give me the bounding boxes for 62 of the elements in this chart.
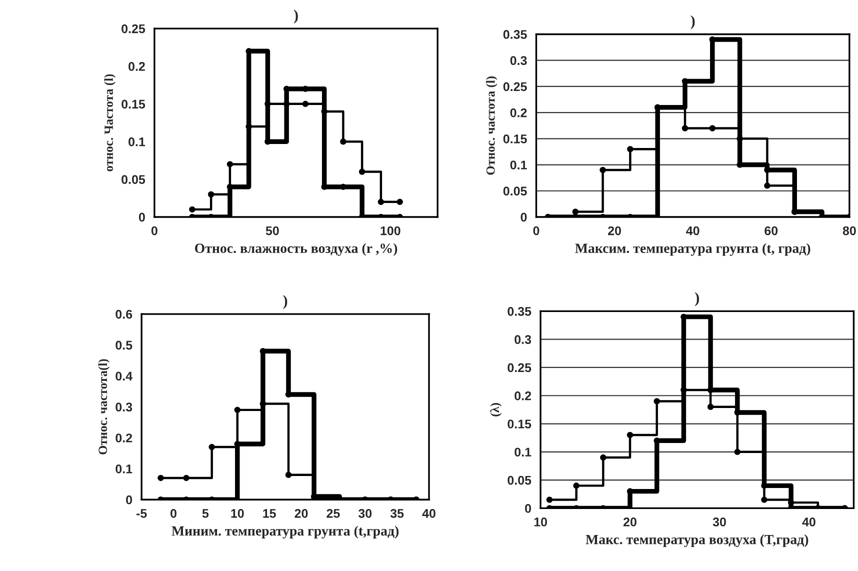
chart-title: ) — [294, 10, 298, 24]
x-tick-label: 60 — [764, 226, 778, 236]
x-tick-label: -5 — [136, 509, 147, 518]
y-tick-label: 0.5 — [116, 340, 132, 350]
y-tick-label: 0.15 — [503, 134, 527, 144]
y-tick-label: 0.2 — [510, 108, 527, 118]
y-axis-title: Относ. частота(l) — [98, 359, 110, 454]
x-tick-label: 40 — [686, 226, 700, 236]
y-tick-label: 0.1 — [128, 137, 146, 146]
chart-title: ) — [690, 15, 695, 30]
x-axis-title: Максим. температура грунта (t, град) — [575, 243, 810, 256]
y-tick-label: 0.15 — [122, 100, 146, 109]
y-tick-label: 0.1 — [514, 448, 532, 457]
y-tick-label: 0.25 — [508, 363, 532, 372]
x-tick-label: 100 — [380, 226, 400, 236]
x-tick-label: 30 — [712, 518, 726, 526]
y-tick-label: 0.3 — [514, 335, 532, 344]
x-tick-label: 5 — [202, 509, 209, 518]
x-tick-label: 0 — [170, 508, 176, 518]
y-tick-label: 0.05 — [508, 476, 532, 485]
x-tick-label: 35 — [390, 508, 404, 518]
x-tick-label: 25 — [326, 508, 340, 518]
x-tick-label: 40 — [422, 508, 436, 518]
x-axis-title: Макс. температура воздуха (T,град) — [586, 534, 808, 548]
y-tick-label: 0.6 — [116, 310, 132, 319]
x-tick-label: 40 — [802, 518, 816, 526]
y-tick-label: 0.2 — [116, 434, 132, 442]
chart-title: ) — [283, 295, 288, 309]
y-axis-title: Относ. частота (l) — [486, 76, 498, 175]
y-tick-label: 0.4 — [116, 372, 132, 381]
y-axis-title: (λ) — [490, 403, 502, 416]
x-tick-label: 50 — [266, 226, 279, 236]
chart-title: ) — [695, 292, 699, 306]
x-tick-label: 80 — [842, 226, 856, 236]
y-tick-label: 0.05 — [503, 186, 527, 196]
x-tick-label: 10 — [534, 518, 547, 526]
y-tick-label: 0.1 — [116, 464, 132, 474]
y-tick-label: 0.3 — [510, 56, 527, 66]
x-tick-label: 15 — [263, 509, 276, 518]
y-tick-label: 0.3 — [116, 402, 132, 412]
y-tick-label: 0.25 — [122, 24, 146, 34]
y-tick-label: 0.2 — [514, 391, 532, 400]
y-tick-label: 0.1 — [510, 160, 527, 170]
y-tick-label: 0.35 — [503, 30, 527, 39]
x-tick-label: 30 — [358, 508, 372, 518]
y-tick-label: 0 — [138, 212, 145, 222]
y-tick-label: 0.2 — [128, 62, 145, 71]
y-tick-label: 0 — [520, 212, 527, 222]
x-tick-label: 20 — [624, 518, 636, 526]
y-axis-title: относ. Частота (l) — [104, 74, 116, 172]
y-tick-label: 0.35 — [508, 306, 532, 316]
x-tick-label: 0 — [151, 226, 158, 236]
x-tick-label: 0 — [533, 226, 540, 236]
x-axis-title: Миним. температура грунта (t,град) — [172, 526, 399, 538]
y-tick-label: 0.15 — [508, 420, 532, 428]
x-tick-label: 20 — [294, 508, 308, 518]
x-tick-label: 20 — [608, 226, 621, 236]
x-axis-title: Относ. влажность воздуха (r ,%) — [194, 243, 398, 256]
x-tick-label: 10 — [231, 508, 244, 518]
y-tick-label: 0.05 — [122, 175, 146, 184]
y-tick-label: 0.25 — [503, 82, 527, 92]
y-tick-label: 0 — [126, 495, 132, 504]
